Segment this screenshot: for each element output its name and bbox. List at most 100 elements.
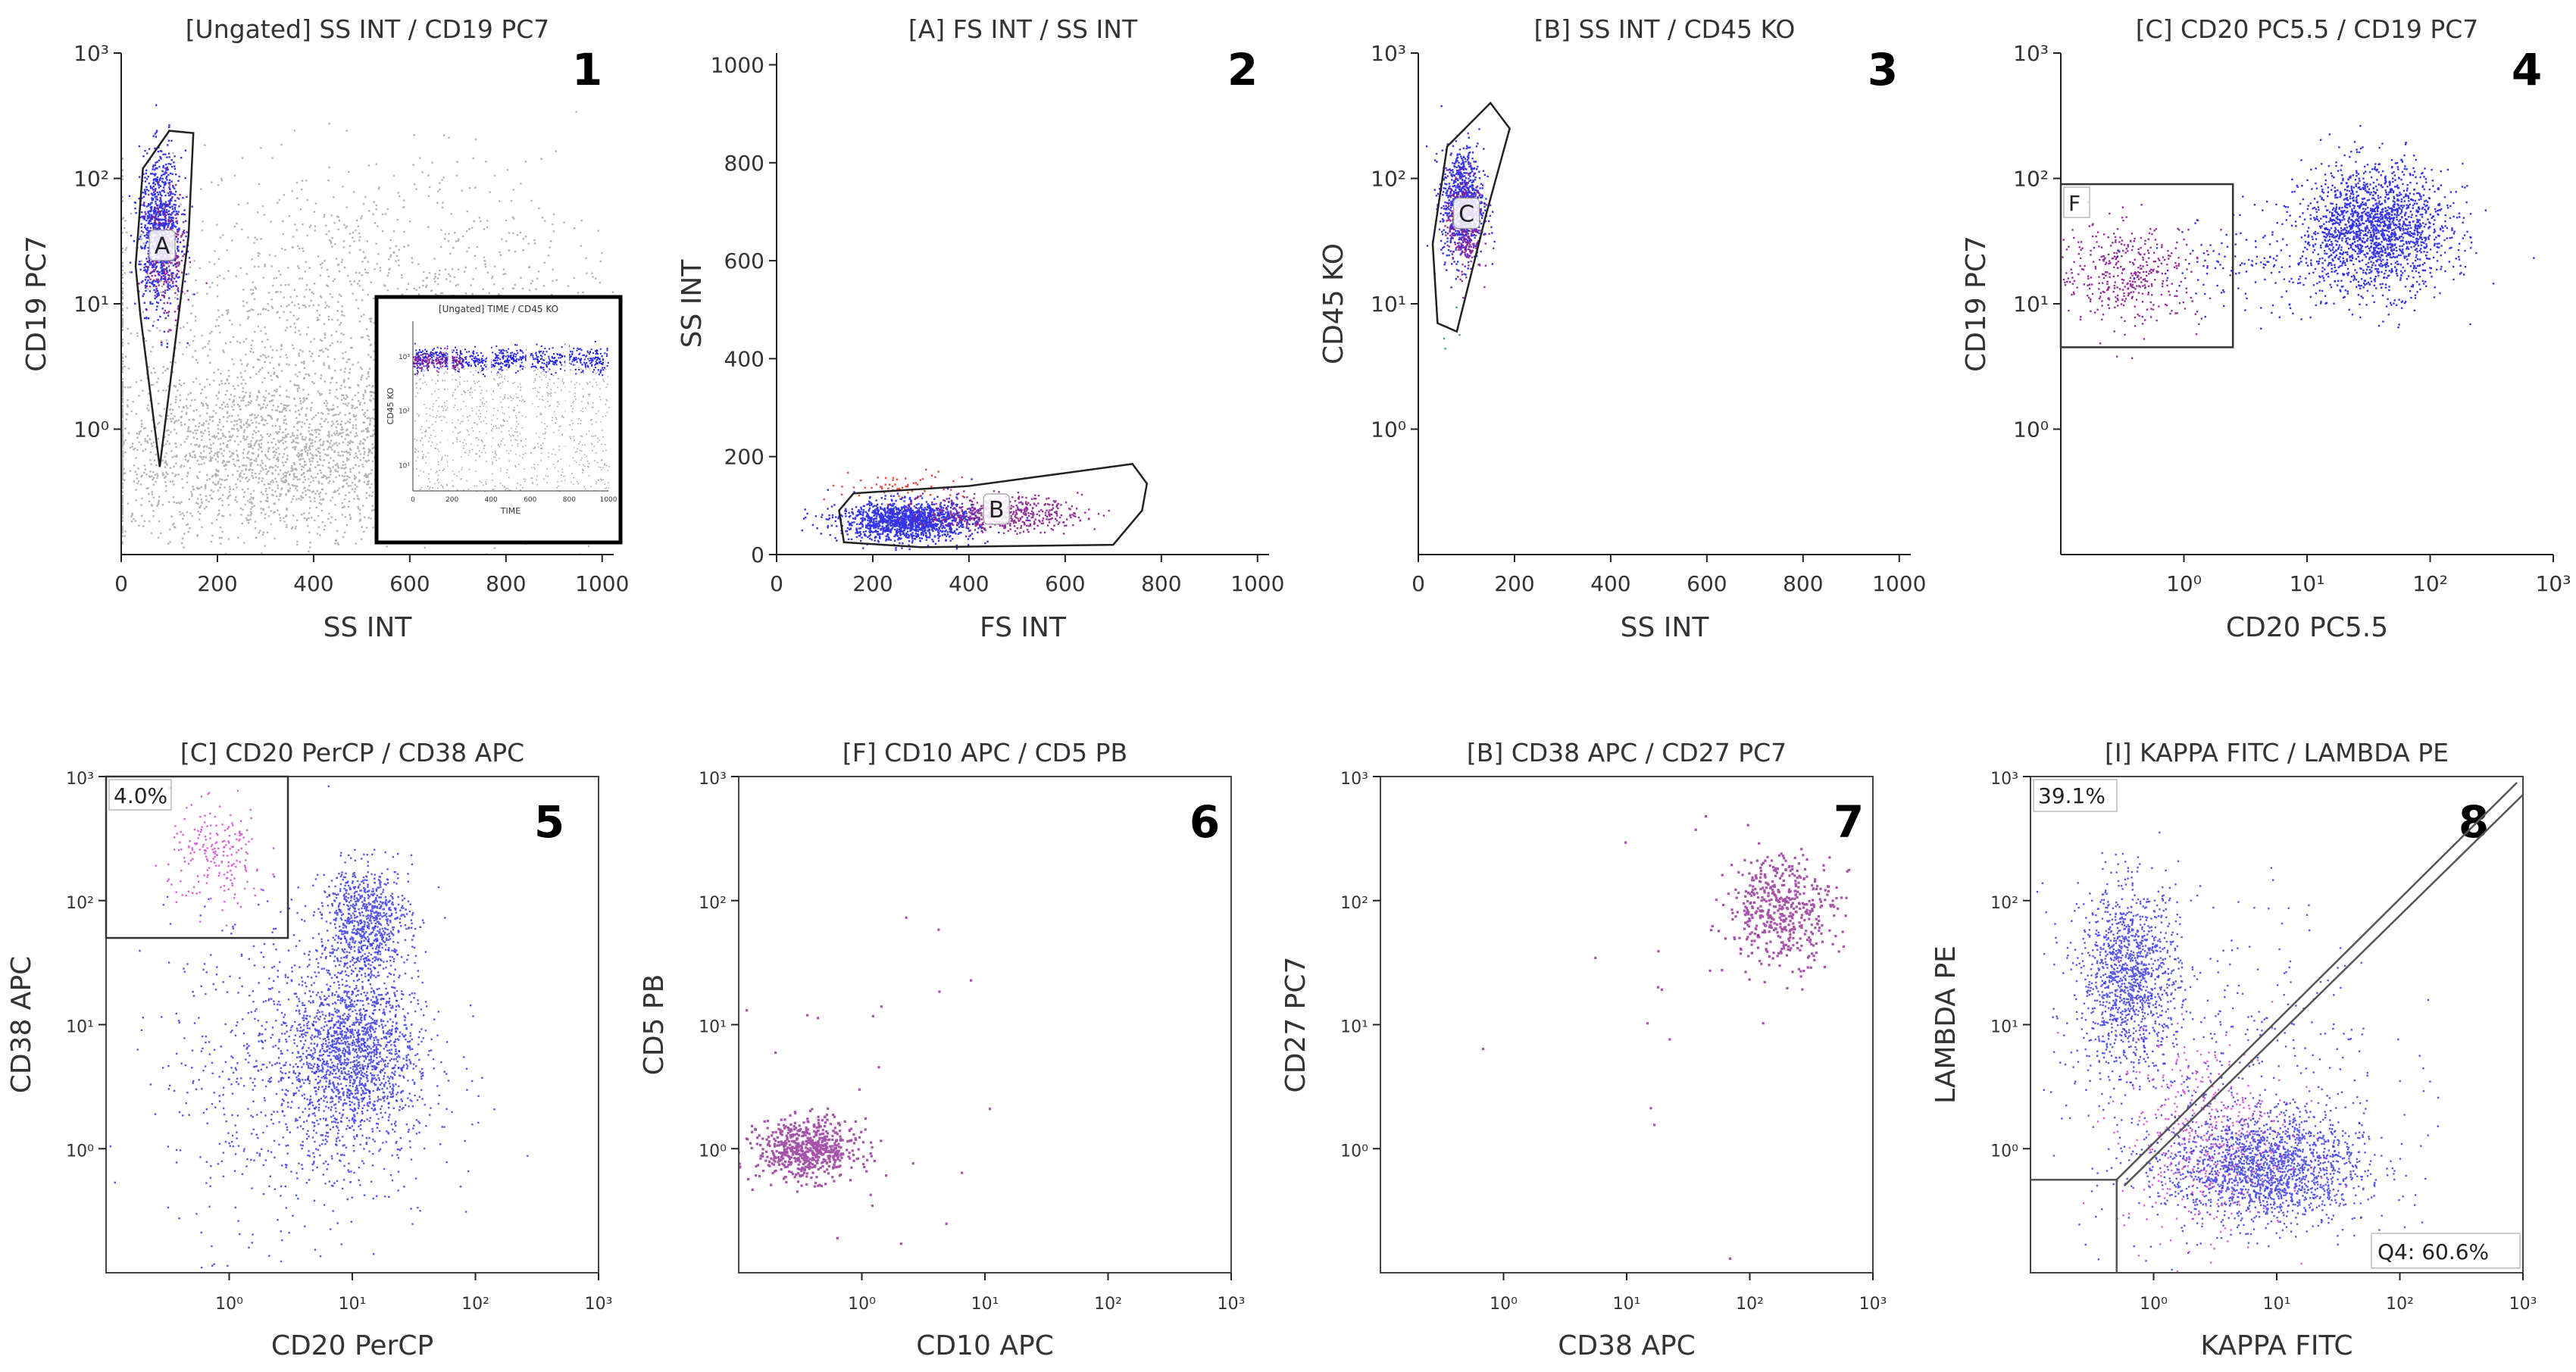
- event-dot: [156, 381, 158, 383]
- event-dot: [215, 469, 217, 470]
- event-dot: [130, 411, 132, 412]
- event-dot: [368, 460, 370, 461]
- event-dot: [371, 495, 373, 497]
- event-dot: [301, 450, 302, 452]
- event-dot: [167, 418, 168, 420]
- event-dot: [209, 495, 211, 496]
- event-dot: [218, 498, 220, 500]
- event-dot: [246, 273, 248, 274]
- event-dot: [264, 517, 266, 519]
- event-dot: [172, 409, 174, 411]
- event-dot: [141, 223, 142, 225]
- event-dot: [230, 421, 232, 423]
- event-dot: [252, 472, 253, 473]
- event-dot: [300, 402, 302, 404]
- event-dot: [320, 498, 321, 500]
- event-dot: [182, 353, 183, 355]
- event-dot: [276, 349, 277, 351]
- event-dot: [279, 199, 280, 201]
- event-dot: [337, 465, 339, 467]
- event-dot: [164, 227, 165, 229]
- event-dot: [186, 412, 187, 414]
- event-dot: [323, 362, 324, 364]
- event-dot: [300, 499, 302, 501]
- event-dot: [173, 385, 174, 386]
- event-dot: [175, 442, 177, 444]
- event-dot: [227, 313, 228, 314]
- event-dot: [346, 207, 348, 208]
- event-dot: [321, 267, 323, 268]
- event-dot: [369, 423, 370, 424]
- event-dot: [224, 480, 226, 481]
- event-dot: [362, 289, 364, 290]
- event-dot: [426, 285, 427, 286]
- event-dot: [493, 283, 495, 285]
- event-dot: [364, 392, 366, 393]
- event-dot: [129, 195, 130, 197]
- event-dot: [158, 166, 160, 167]
- event-dot: [166, 267, 167, 268]
- event-dot: [158, 194, 159, 195]
- event-dot: [370, 317, 372, 319]
- event-dot: [299, 355, 300, 356]
- event-dot: [183, 209, 185, 211]
- event-dot: [297, 390, 299, 392]
- event-dot: [317, 447, 319, 448]
- event-dot: [151, 476, 152, 477]
- event-dot: [227, 440, 229, 442]
- event-dot: [361, 430, 362, 432]
- event-dot: [336, 530, 338, 532]
- event-dot: [167, 315, 169, 317]
- event-dot: [310, 464, 311, 465]
- event-dot: [319, 314, 320, 316]
- event-dot: [544, 262, 546, 264]
- event-dot: [354, 280, 355, 282]
- event-dot: [135, 489, 136, 490]
- event-dot: [255, 421, 257, 423]
- event-dot: [182, 538, 183, 539]
- event-dot: [349, 386, 350, 388]
- event-dot: [222, 435, 224, 436]
- event-dot: [229, 398, 230, 400]
- event-dot: [240, 508, 242, 509]
- event-dot: [249, 518, 251, 520]
- event-dot: [294, 305, 295, 306]
- event-dot: [257, 414, 258, 416]
- event-dot: [165, 202, 167, 203]
- event-dot: [434, 273, 436, 274]
- event-dot: [130, 262, 131, 264]
- event-dot: [192, 456, 193, 458]
- event-dot: [159, 330, 161, 331]
- event-dot: [261, 451, 263, 452]
- event-dot: [474, 563, 475, 564]
- event-dot: [170, 404, 171, 405]
- event-dot: [265, 333, 267, 334]
- event-dot: [155, 223, 156, 225]
- event-dot: [240, 359, 242, 361]
- event-dot: [176, 502, 177, 504]
- event-dot: [153, 289, 155, 291]
- event-dot: [188, 427, 189, 428]
- event-dot: [280, 305, 282, 307]
- event-dot: [538, 208, 539, 209]
- event-dot: [373, 350, 374, 352]
- event-dot: [251, 458, 252, 460]
- event-dot: [179, 380, 180, 381]
- event-dot: [149, 220, 151, 221]
- event-dot: [173, 204, 174, 205]
- event-dot: [267, 433, 268, 435]
- event-dot: [468, 228, 470, 230]
- event-dot: [206, 293, 208, 295]
- event-dot: [389, 247, 391, 248]
- event-dot: [465, 267, 467, 268]
- event-dot: [389, 256, 391, 258]
- event-dot: [204, 508, 205, 509]
- event-dot: [218, 316, 220, 317]
- event-dot: [335, 540, 336, 542]
- event-dot: [336, 414, 337, 415]
- event-dot: [174, 194, 176, 195]
- event-dot: [186, 196, 187, 198]
- event-dot: [327, 356, 329, 358]
- event-dot: [317, 473, 318, 474]
- event-dot: [145, 180, 146, 182]
